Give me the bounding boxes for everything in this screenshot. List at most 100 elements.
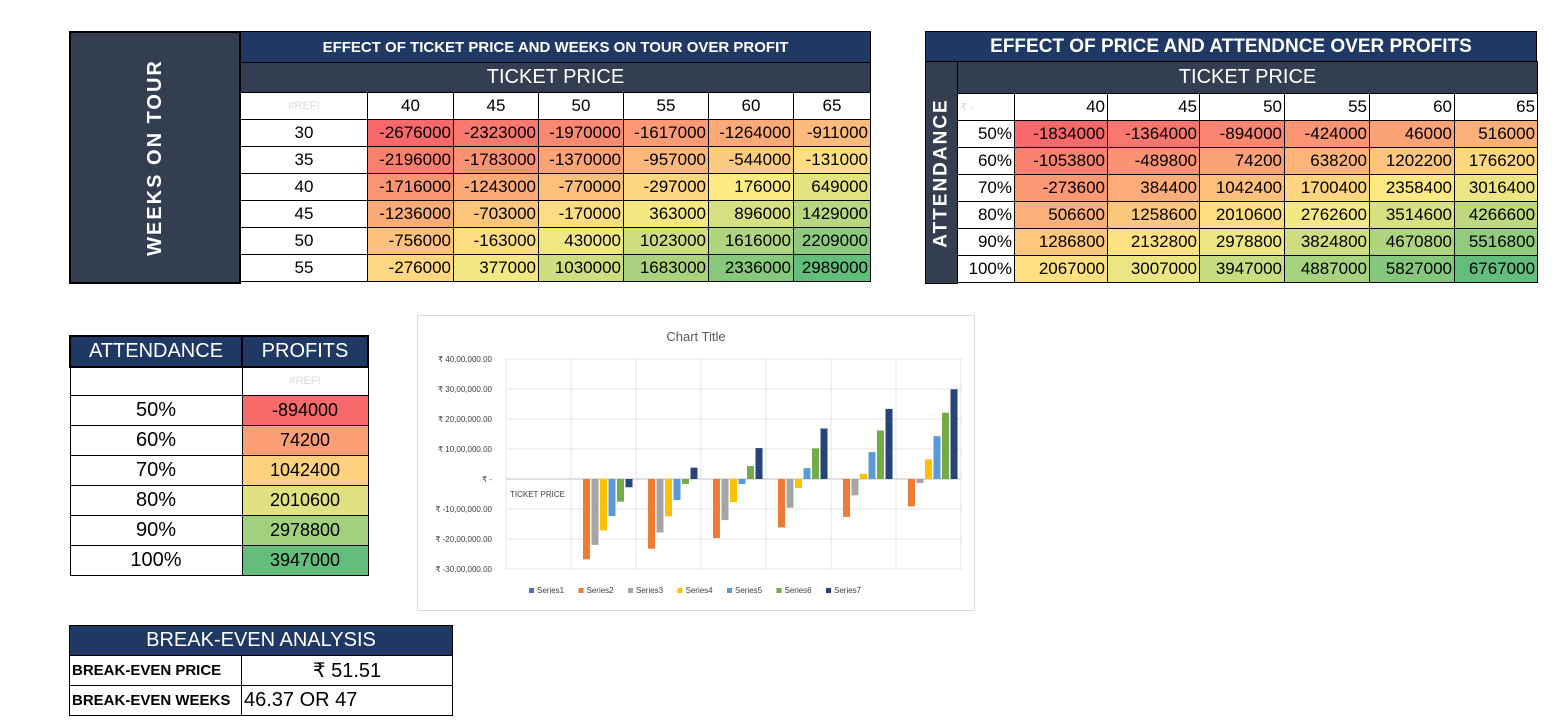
price-attendance-profit-table: TICKET PRICE ₹ - 40 45 50 55 60 65 50% -183400… <box>956 61 1539 283</box>
bar-series3 <box>721 479 729 521</box>
attendance-cell: 70% <box>69 454 243 486</box>
bar-series3 <box>591 479 599 545</box>
profit-cell: 2989000 <box>793 254 871 282</box>
table-row: 100% 2067000 3007000 3947000 4887000 5827000 6… <box>957 255 1539 283</box>
legend-entry: Series4 <box>686 586 714 595</box>
profit-cell: 2010600 <box>1199 201 1285 229</box>
legend-swatch <box>826 588 831 593</box>
bar-series5 <box>673 479 681 501</box>
row-label: 35 <box>240 146 368 174</box>
profit-cell: -1364000 <box>1107 120 1200 148</box>
bar-series2 <box>908 479 915 507</box>
profit-cell: 384400 <box>1107 174 1200 202</box>
legend-entry: Series3 <box>636 586 664 595</box>
profit-cell: 6767000 <box>1453 255 1539 283</box>
attendance-cell: 90% <box>69 514 243 546</box>
y-tick-label: ₹ -30,00,000.00 <box>435 565 492 574</box>
y-tick-label: ₹ 40,00,000.00 <box>438 355 493 364</box>
profit-cell: -894000 <box>241 394 369 426</box>
profit-cell: -1970000 <box>538 119 624 147</box>
profit-cell: 1030000 <box>538 254 624 282</box>
break-even-table: BREAK-EVEN ANALYSIS BREAK-EVEN PRICE ₹ 5… <box>69 625 453 716</box>
profit-cell: 1286800 <box>1014 228 1108 256</box>
profit-cell: -770000 <box>538 173 624 201</box>
profit-cell: -131000 <box>793 146 871 174</box>
bar-series7 <box>885 408 893 479</box>
bar-series3 <box>916 479 924 483</box>
profit-cell: -1236000 <box>367 200 454 228</box>
profit-cell: -1834000 <box>1014 120 1108 148</box>
bar-series2 <box>648 479 655 549</box>
profit-cell: 2978800 <box>241 514 369 546</box>
profit-cell: 46000 <box>1369 120 1455 148</box>
profit-cell: 2358400 <box>1369 174 1455 202</box>
row-label: 80% <box>957 201 1015 229</box>
profit-cell: 4887000 <box>1284 255 1370 283</box>
attendance-cell: 60% <box>69 424 243 456</box>
table-row: 100% 3947000 <box>69 544 369 576</box>
table2-corner: ₹ - <box>957 93 1015 121</box>
bar-series5 <box>868 452 876 479</box>
attendance-side-label: ATTENDANCE <box>930 97 952 248</box>
bar-series2 <box>843 479 850 517</box>
chart-category-label: TICKET PRICE <box>510 490 565 499</box>
profit-cell: 1683000 <box>623 254 709 282</box>
bar-series4 <box>795 479 802 488</box>
profit-cell: 3514600 <box>1369 201 1455 229</box>
profit-cell: -1716000 <box>367 173 454 201</box>
profit-chart: Chart Title ₹ 40,00,000.00 ₹ 30,00,000.00… <box>417 315 975 611</box>
profit-cell: 377000 <box>453 254 539 282</box>
y-tick-label: ₹ - <box>482 475 492 484</box>
table1-title: EFFECT OF TICKET PRICE AND WEEKS ON TOUR… <box>240 31 871 63</box>
break-even-title: BREAK-EVEN ANALYSIS <box>69 625 453 656</box>
profit-cell: 2762600 <box>1284 201 1370 229</box>
profit-cell: -276000 <box>367 254 454 282</box>
ticket-weeks-profit-table: EFFECT OF TICKET PRICE AND WEEKS ON TOUR… <box>240 31 871 282</box>
profit-cell: -1617000 <box>623 119 709 147</box>
table-row: 60% -1053800 -489800 74200 638200 1202200 1766… <box>957 147 1539 175</box>
profit-cell: 430000 <box>538 227 624 255</box>
break-even-weeks-value: 46.37 OR 47 <box>241 685 453 716</box>
table-row: 90% 1286800 2132800 2978800 3824800 4670800 55… <box>957 228 1539 256</box>
row-label: 90% <box>957 228 1015 256</box>
profit-cell: -2323000 <box>453 119 539 147</box>
legend-swatch <box>776 588 782 593</box>
attendance-panel: ATTENDANCE <box>925 61 958 284</box>
profit-cell: -1264000 <box>708 119 794 147</box>
chart-title: Chart Title <box>666 329 725 344</box>
profit-cell: 2132800 <box>1107 228 1200 256</box>
column-header: 50 <box>1199 93 1285 121</box>
row-label: 45 <box>240 200 368 228</box>
profit-cell: 1202200 <box>1369 147 1455 175</box>
table-row: 80% 506600 1258600 2010600 2762600 3514600 426… <box>957 201 1539 229</box>
profit-cell: -2196000 <box>367 146 454 174</box>
bar-series6 <box>812 448 819 479</box>
bar-series7 <box>950 389 958 479</box>
profit-cell: -911000 <box>793 119 871 147</box>
column-header: 60 <box>708 92 794 120</box>
profit-cell: -273600 <box>1014 174 1108 202</box>
profit-cell: 1766200 <box>1453 147 1539 175</box>
profit-cell: 3007000 <box>1107 255 1200 283</box>
bar-series6 <box>747 466 754 479</box>
attendance-header: ATTENDANCE <box>69 335 243 368</box>
y-tick-label: ₹ -10,00,000.00 <box>435 505 492 514</box>
profit-cell: 2209000 <box>793 227 871 255</box>
bar-series7 <box>820 428 828 479</box>
table-row: 80% 2010600 <box>69 484 369 516</box>
profit-cell: 5516800 <box>1453 228 1539 256</box>
profit-cell: 3947000 <box>1199 255 1285 283</box>
profits-header: PROFITS <box>241 335 369 368</box>
weeks-on-tour-label: WEEKS ON TOUR <box>143 59 166 256</box>
profit-cell: 3824800 <box>1284 228 1370 256</box>
table2-subheader: TICKET PRICE <box>956 61 1539 94</box>
row-label: 70% <box>957 174 1015 202</box>
bar-series2 <box>583 479 590 560</box>
break-even-price-label: BREAK-EVEN PRICE <box>69 655 242 686</box>
column-header: 40 <box>1014 93 1108 121</box>
bar-series4 <box>600 479 607 531</box>
profit-cell: -1243000 <box>453 173 539 201</box>
bar-series3 <box>786 479 794 508</box>
profit-cell: 2336000 <box>708 254 794 282</box>
bar-series6 <box>682 479 689 484</box>
